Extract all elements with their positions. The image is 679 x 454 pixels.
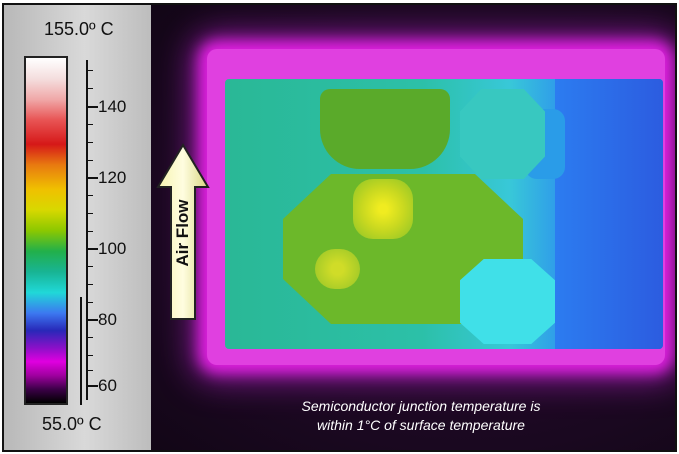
scale-min-label: 55.0º C	[42, 414, 102, 434]
tick-minor	[86, 160, 93, 161]
tick-label-120: 120	[98, 168, 127, 187]
tick-minor	[86, 302, 93, 303]
tick-60	[86, 385, 98, 387]
warm-component	[320, 89, 450, 169]
scale-max-label: 155.0º C	[44, 19, 114, 39]
caption-line-2: within 1°C of surface temperature	[317, 417, 525, 433]
tick-label-100: 100	[98, 239, 127, 258]
thermal-image-frame: 155.0º C 140 120 100 80 60	[2, 3, 677, 452]
tick-minor	[86, 355, 93, 356]
tick-minor	[86, 124, 93, 125]
up-arrow-icon	[156, 143, 210, 323]
tick-minor	[86, 284, 93, 285]
tick-minor	[86, 213, 93, 214]
tick-80	[86, 319, 98, 321]
hot-spot	[315, 249, 360, 289]
tick-100	[86, 248, 98, 250]
temperature-scale-panel: 155.0º C 140 120 100 80 60	[4, 5, 153, 450]
cool-region	[555, 79, 663, 349]
measured-range-marker	[80, 297, 82, 405]
tick-minor	[86, 337, 93, 338]
tick-label-60: 60	[98, 376, 117, 395]
tick-minor	[86, 195, 93, 196]
tick-minor	[86, 231, 93, 232]
tick-label-140: 140	[98, 97, 127, 116]
tick-minor	[86, 70, 93, 71]
tick-140	[86, 106, 98, 108]
air-flow-label: Air Flow	[173, 199, 192, 267]
tick-minor	[86, 142, 93, 143]
component-block	[460, 259, 555, 344]
circuit-board	[225, 79, 663, 349]
hot-spot	[353, 179, 413, 239]
caption: Semiconductor junction temperature is wi…	[221, 397, 621, 435]
temperature-colorbar	[24, 56, 68, 405]
temperature-axis: 140 120 100 80 60	[76, 60, 146, 400]
tick-120	[86, 177, 98, 179]
tick-label-80: 80	[98, 310, 117, 329]
tick-minor	[86, 266, 93, 267]
tick-minor	[86, 88, 93, 89]
caption-line-1: Semiconductor junction temperature is	[301, 398, 541, 414]
tick-minor	[86, 370, 93, 371]
thermal-image: Air Flow Semiconductor junction temperat…	[151, 5, 675, 450]
axis-line	[86, 60, 88, 400]
component-block	[460, 89, 545, 179]
